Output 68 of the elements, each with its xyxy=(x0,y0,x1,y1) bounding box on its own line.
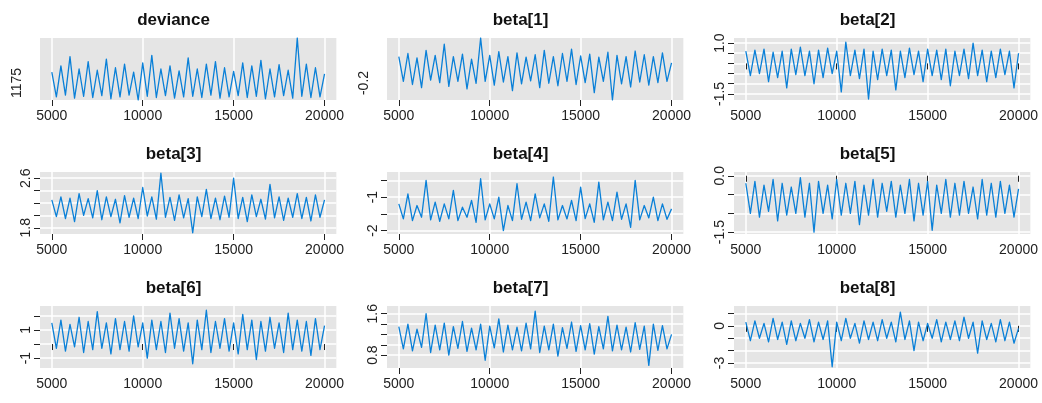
chart-title: beta[7] xyxy=(492,278,549,297)
x-tick-label: 15000 xyxy=(561,107,601,123)
x-tick-label: 20000 xyxy=(999,241,1039,257)
y-tick-label: 0.8 xyxy=(364,345,380,365)
x-tick-label: 5000 xyxy=(36,241,68,257)
chart-title: beta[4] xyxy=(492,144,549,163)
x-tick-label: 20000 xyxy=(305,375,345,391)
x-tick-label: 10000 xyxy=(123,241,163,257)
x-tick-label: 10000 xyxy=(123,375,163,391)
x-tick-label: 15000 xyxy=(214,107,254,123)
line-series xyxy=(745,41,1020,100)
x-tick-label: 15000 xyxy=(561,375,601,391)
chart-title: beta[6] xyxy=(145,278,202,297)
y-tick-label: 1.6 xyxy=(364,303,380,324)
text: 1175 xyxy=(8,67,24,99)
x-tick-label: 20000 xyxy=(652,241,692,257)
x-tick-label: 5000 xyxy=(383,375,415,391)
x-tick-label: 5000 xyxy=(383,107,415,123)
x-tick-label: 10000 xyxy=(817,375,857,391)
chart-title: beta[3] xyxy=(145,144,202,163)
y-tick-label: 0.0 xyxy=(711,165,727,186)
chart-title: beta[2] xyxy=(839,10,896,29)
line-series xyxy=(745,311,1020,368)
x-tick-label: 10000 xyxy=(470,107,510,123)
chart-title: beta[5] xyxy=(839,144,896,163)
line-series xyxy=(398,310,673,367)
x-tick-label: 15000 xyxy=(908,107,948,123)
x-tick-label: 20000 xyxy=(652,107,692,123)
y-tick-label: -3 xyxy=(711,356,727,370)
chart-title: deviance xyxy=(137,10,210,29)
line-series xyxy=(398,176,673,232)
x-tick-label: 5000 xyxy=(730,375,762,391)
x-tick-label: 15000 xyxy=(561,241,601,257)
x-tick-label: 10000 xyxy=(817,241,857,257)
x-tick-label: 10000 xyxy=(123,107,163,123)
line-series xyxy=(51,309,326,365)
x-tick-label: 20000 xyxy=(652,375,692,391)
y-tick-label: 1.8 xyxy=(17,217,33,238)
y-tick-label: -1 xyxy=(17,351,33,365)
x-tick-label: 10000 xyxy=(817,107,857,123)
x-tick-label: 10000 xyxy=(470,375,510,391)
x-tick-label: 20000 xyxy=(305,241,345,257)
x-tick-label: 15000 xyxy=(214,241,254,257)
y-tick-label: -1.5 xyxy=(711,219,727,245)
y-tick-label: 1.0 xyxy=(711,33,727,53)
chart-title: beta[1] xyxy=(492,10,549,29)
x-tick-label: 20000 xyxy=(999,107,1039,123)
x-tick-label: 20000 xyxy=(305,107,345,123)
y-tick-label: 1 xyxy=(17,325,33,334)
y-tick-label: -1 xyxy=(364,190,380,204)
y-tick-label: -2 xyxy=(364,224,380,237)
x-tick-label: 10000 xyxy=(470,241,510,257)
x-tick-label: 5000 xyxy=(36,375,68,391)
text: -0.2 xyxy=(355,70,371,96)
y-tick-label: -1.5 xyxy=(711,81,727,106)
x-tick-label: 15000 xyxy=(214,375,254,391)
y-tick-label: 0 xyxy=(711,321,727,330)
x-tick-label: 15000 xyxy=(908,375,948,391)
x-tick-label: 5000 xyxy=(383,241,415,257)
chart-title: beta[8] xyxy=(839,278,896,297)
x-tick-label: 5000 xyxy=(730,107,762,123)
x-tick-label: 5000 xyxy=(36,107,68,123)
x-tick-label: 5000 xyxy=(730,241,762,257)
x-tick-label: 20000 xyxy=(999,375,1039,391)
line-series xyxy=(745,176,1020,233)
line-series xyxy=(51,172,326,234)
y-tick-label: 2.6 xyxy=(17,168,33,188)
x-tick-label: 15000 xyxy=(908,241,948,257)
